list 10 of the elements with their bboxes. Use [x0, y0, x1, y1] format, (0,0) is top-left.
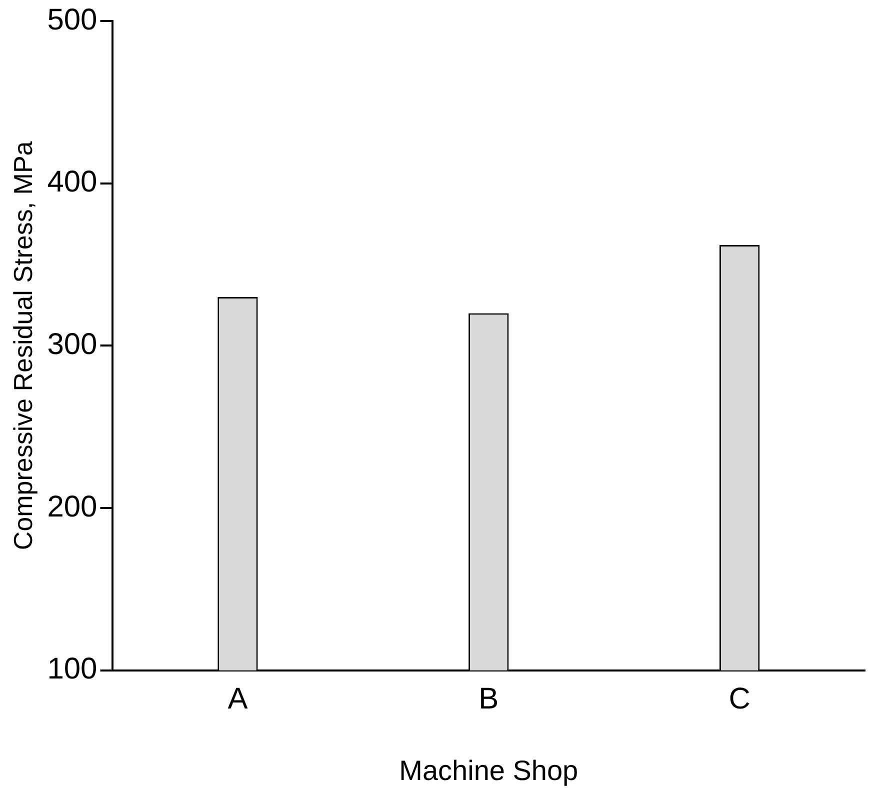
y-tick-label: 500: [47, 3, 98, 36]
x-tick-label: C: [728, 682, 750, 716]
y-tick-label: 300: [47, 328, 98, 361]
x-tick-label: A: [228, 682, 248, 716]
x-axis-title: Machine Shop: [399, 754, 578, 786]
y-tick-label: 400: [47, 166, 98, 199]
y-tick-label: 200: [47, 490, 98, 524]
x-tick-label: B: [478, 682, 499, 716]
y-axis-title: Compressive Residual Stress, MPa: [8, 140, 38, 550]
y-tick-label: 100: [47, 652, 98, 686]
